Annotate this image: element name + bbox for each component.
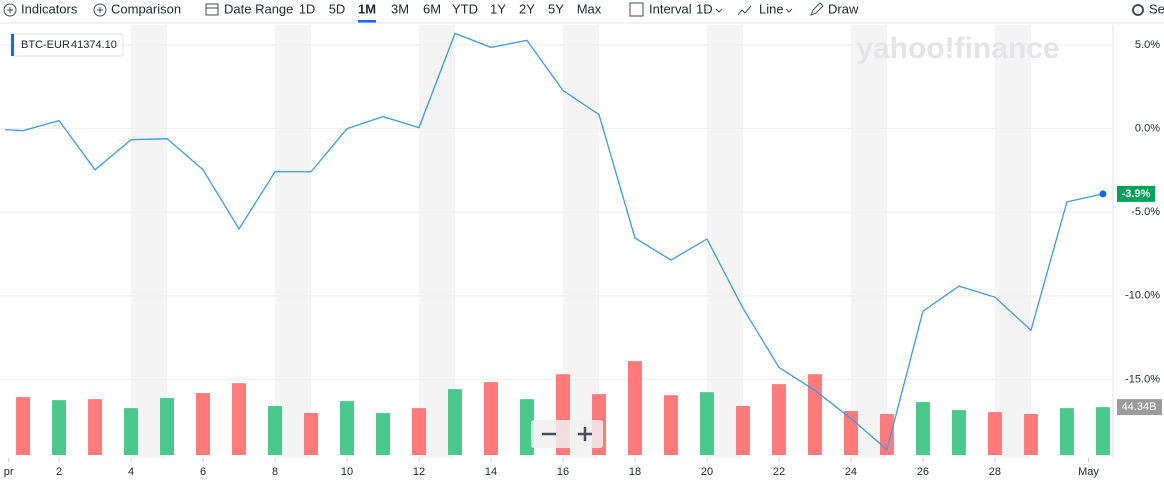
range-button[interactable]: 1D — [299, 1, 316, 16]
volume-bar — [124, 408, 139, 455]
volume-bar — [447, 389, 462, 455]
active-range-underline — [358, 20, 376, 23]
volume-bar — [1059, 408, 1074, 455]
x-tick-label: 4 — [128, 466, 134, 478]
volume-bar — [160, 398, 175, 455]
settings-button[interactable]: Se — [1149, 1, 1164, 16]
range-button[interactable]: 5Y — [548, 1, 564, 16]
volume-badge — [1117, 399, 1162, 416]
x-tick-label: 12 — [413, 466, 425, 478]
volume-bar — [915, 402, 930, 455]
x-tick-label: 14 — [485, 466, 497, 478]
volume-bar — [807, 374, 822, 455]
range-button[interactable]: 3M — [391, 1, 409, 16]
volume-bar — [16, 397, 31, 455]
zoom-in[interactable] — [578, 427, 592, 441]
x-tick-label: 16 — [557, 466, 569, 478]
x-tick-label: May — [1078, 466, 1099, 478]
volume-bar — [375, 413, 390, 455]
volume-bar — [987, 412, 1002, 455]
volume-bar — [735, 406, 750, 455]
current-badge — [1117, 185, 1155, 202]
y-tick-label: -15.0% — [1125, 373, 1160, 385]
volume-bar — [52, 400, 67, 455]
date-range-button[interactable]: Date Range — [224, 1, 293, 16]
interval-value[interactable]: 1D — [696, 1, 713, 16]
band — [850, 25, 887, 458]
toolbar: Indicators Comparison Date Range 1D 5D 1M 3… — [3, 1, 1164, 23]
y-tick-label: -10.0% — [1125, 290, 1160, 302]
legend-price: 41374.10 — [71, 39, 117, 51]
volume-bar — [519, 399, 534, 455]
legend: BTC-EUR 41374.10 — [10, 33, 124, 57]
volume-bar — [843, 411, 858, 455]
band — [706, 25, 743, 458]
range-button[interactable]: 1M — [358, 1, 376, 16]
volume-bar — [268, 406, 283, 455]
volume-bar — [483, 382, 498, 455]
x-tick-label: 22 — [773, 466, 785, 478]
x-tick-label: 6 — [200, 466, 206, 478]
draw-button[interactable]: Draw — [828, 1, 859, 16]
range-button[interactable]: Max — [577, 1, 602, 16]
band — [994, 25, 1031, 458]
price-line — [5, 32, 1104, 451]
x-tick-label: pr — [4, 466, 14, 478]
volume-bar — [340, 401, 355, 455]
volume-bar — [627, 361, 642, 455]
y-tick-label: -5.0% — [1131, 206, 1160, 218]
x-tick-label: 20 — [701, 466, 713, 478]
volume-bar — [411, 408, 426, 455]
band — [418, 25, 455, 458]
range-button[interactable]: 6M — [423, 1, 441, 16]
volume-bar — [88, 399, 103, 455]
range-button[interactable]: YTD — [452, 1, 478, 16]
volume-bar — [196, 393, 211, 455]
line-button[interactable]: Line — [759, 1, 784, 16]
zoom-controls — [531, 420, 603, 448]
range-button[interactable]: 2Y — [519, 1, 535, 16]
x-tick-label: 8 — [272, 466, 278, 478]
range-button[interactable]: 5D — [329, 1, 346, 16]
x-tick-label: 18 — [629, 466, 641, 478]
range-button[interactable]: 1Y — [490, 1, 506, 16]
band — [131, 25, 168, 458]
indicators-button[interactable]: Indicators — [21, 1, 78, 16]
volume-bar — [304, 413, 319, 455]
band — [275, 25, 312, 458]
interval-button[interactable]: Interval — [649, 1, 692, 16]
current-label: -3.9% — [1122, 188, 1151, 200]
volume-bar — [1023, 414, 1038, 455]
last-point — [1099, 190, 1107, 198]
watermark: yahoo!finance — [856, 32, 1059, 65]
x-tick-label: 10 — [341, 466, 353, 478]
volume-bar — [232, 383, 247, 455]
volume-bar — [1095, 407, 1110, 455]
volume-bar — [699, 392, 714, 455]
comparison-button[interactable]: Comparison — [111, 1, 181, 16]
legend-symbol: BTC-EUR — [21, 39, 70, 51]
volume-bar — [951, 410, 966, 455]
volume-label: 44.34B — [1122, 401, 1157, 413]
volume-bar — [663, 395, 678, 455]
y-tick-label: 0.0% — [1135, 123, 1160, 135]
volume-bar — [771, 384, 786, 455]
x-tick-label: 2 — [56, 466, 62, 478]
y-tick-label: 5.0% — [1135, 39, 1160, 51]
volume-bar — [879, 414, 894, 455]
x-tick-label: 24 — [845, 466, 857, 478]
x-tick-label: 28 — [989, 466, 1001, 478]
x-tick-label: 26 — [917, 466, 929, 478]
